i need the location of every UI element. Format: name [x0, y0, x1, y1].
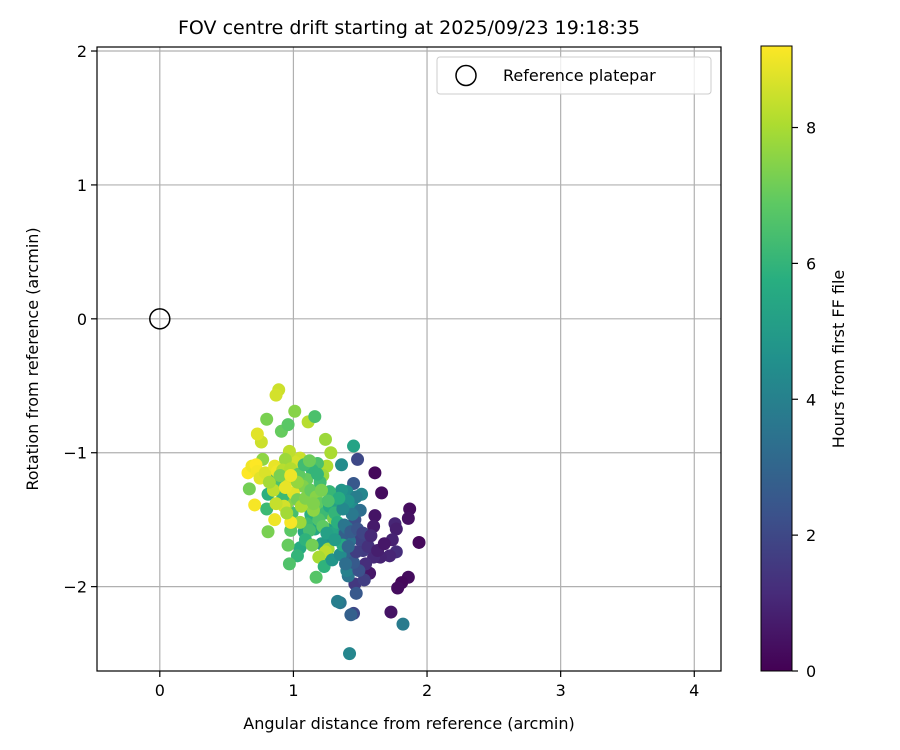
data-point: [308, 410, 322, 424]
data-point: [351, 452, 365, 466]
data-point: [269, 388, 283, 402]
y-tick-label: −1: [63, 444, 87, 463]
data-point: [290, 549, 304, 563]
data-point: [347, 439, 361, 453]
data-point: [339, 557, 353, 571]
data-point: [344, 608, 358, 622]
colorbar-tick-label: 2: [806, 526, 816, 545]
data-point: [364, 529, 378, 543]
data-point: [262, 475, 276, 489]
y-tick-label: 1: [77, 176, 87, 195]
reference-platepar-marker: [149, 308, 171, 330]
data-point: [335, 458, 349, 472]
data-point: [293, 515, 307, 529]
legend: Reference platepar: [436, 56, 712, 95]
colorbar-gradient: [760, 45, 793, 672]
data-point: [375, 486, 389, 500]
data-point: [310, 467, 324, 481]
data-point: [281, 538, 295, 552]
data-point: [280, 506, 294, 520]
data-point: [273, 468, 287, 482]
x-tick-label: 4: [689, 681, 699, 700]
colorbar-ticks: 0 2 4 6 8: [792, 119, 816, 681]
grid: [97, 47, 721, 671]
x-tick-label: 0: [155, 681, 165, 700]
legend-label: Reference platepar: [503, 66, 656, 85]
data-point: [343, 647, 357, 661]
data-point: [368, 466, 382, 480]
data-point: [288, 404, 302, 418]
colorbar-tick-label: 0: [806, 662, 816, 681]
plot-frame: [96, 46, 722, 672]
data-point: [331, 594, 345, 608]
colorbar: 0 2 4 6 8 Hours from first FF file: [760, 45, 848, 681]
data-point: [260, 412, 274, 426]
data-point: [332, 491, 346, 505]
data-point: [384, 605, 398, 619]
chart-title: FOV centre drift starting at 2025/09/23 …: [178, 17, 640, 39]
data-point: [341, 539, 355, 553]
data-point: [321, 494, 335, 508]
data-point: [391, 581, 405, 595]
y-axis-label: Rotation from reference (arcmin): [23, 227, 42, 490]
legend-box: [436, 56, 712, 95]
x-tick-label: 3: [556, 681, 566, 700]
data-point: [284, 468, 298, 482]
data-point: [242, 482, 256, 496]
x-axis-label: Angular distance from reference (arcmin): [243, 714, 574, 733]
x-tick-label: 1: [288, 681, 298, 700]
data-point: [314, 483, 328, 497]
data-point: [281, 418, 295, 432]
data-point: [278, 481, 292, 495]
data-point: [368, 509, 382, 523]
data-point: [412, 535, 426, 549]
data-point: [401, 511, 415, 525]
data-point: [282, 557, 296, 571]
colorbar-label: Hours from first FF file: [829, 270, 848, 449]
x-axis: 0 1 2 3 4: [155, 671, 699, 700]
y-axis: −2 −1 0 1 2: [63, 42, 97, 597]
data-point: [269, 497, 283, 511]
data-point: [389, 522, 403, 536]
colorbar-tick-label: 4: [806, 390, 816, 409]
data-point: [250, 427, 264, 441]
colorbar-tick-label: 6: [806, 254, 816, 273]
data-point: [324, 446, 338, 460]
data-point: [248, 498, 262, 512]
data-point: [336, 502, 350, 516]
y-tick-label: 0: [77, 310, 87, 329]
data-point: [318, 432, 332, 446]
x-tick-label: 2: [422, 681, 432, 700]
data-point: [305, 538, 319, 552]
data-point: [261, 525, 275, 539]
legend-marker-icon: [455, 64, 477, 87]
colorbar-tick-label: 8: [806, 119, 816, 138]
data-point: [328, 533, 342, 547]
y-tick-label: −2: [63, 578, 87, 597]
data-point: [306, 497, 320, 511]
data-point: [302, 454, 316, 468]
data-point: [396, 617, 410, 631]
data-point: [309, 570, 323, 584]
data-point: [268, 513, 282, 527]
data-points: [241, 383, 426, 661]
data-point: [349, 586, 363, 600]
data-point: [377, 537, 391, 551]
y-tick-label: 2: [77, 42, 87, 61]
